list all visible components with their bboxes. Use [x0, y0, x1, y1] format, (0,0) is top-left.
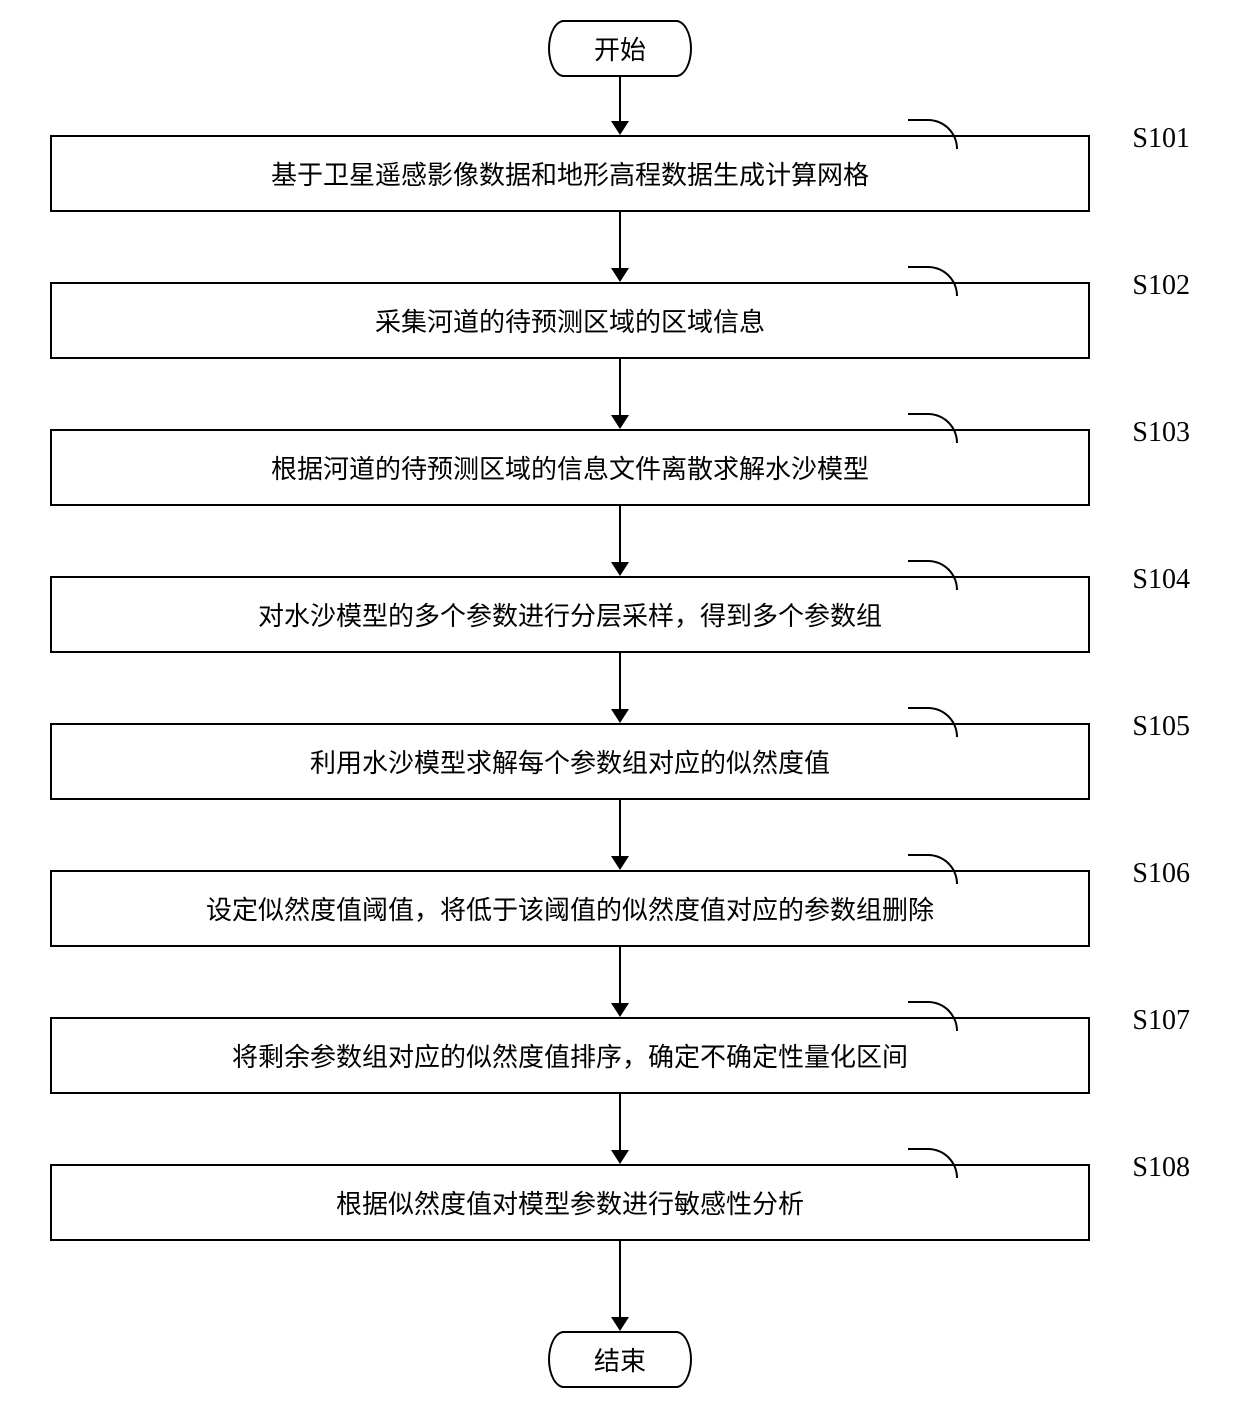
arrow-head	[611, 1317, 629, 1331]
step-label-s108: S108	[1132, 1152, 1190, 1184]
arrow-1	[611, 212, 629, 282]
step-label-s107: S107	[1132, 1005, 1190, 1037]
process-box-s107: 将剩余参数组对应的似然度值排序，确定不确定性量化区间	[50, 1017, 1090, 1094]
arrow-head	[611, 709, 629, 723]
arrow-2	[611, 359, 629, 429]
step-label-s104: S104	[1132, 564, 1190, 596]
arrow-start	[611, 77, 629, 135]
arrow-line	[619, 359, 621, 415]
process-box-s103: 根据河道的待预测区域的信息文件离散求解水沙模型	[50, 429, 1090, 506]
start-terminator: 开始	[562, 20, 678, 77]
process-row-5: 利用水沙模型求解每个参数组对应的似然度值 S105	[20, 723, 1220, 800]
process-text: 基于卫星遥感影像数据和地形高程数据生成计算网格	[271, 161, 869, 190]
process-row-2: 采集河道的待预测区域的区域信息 S102	[20, 282, 1220, 359]
process-box-s108: 根据似然度值对模型参数进行敏感性分析	[50, 1164, 1090, 1241]
flowchart-container: 开始 基于卫星遥感影像数据和地形高程数据生成计算网格 S101 采集河道的待预测…	[20, 20, 1220, 1388]
step-label-s102: S102	[1132, 270, 1190, 302]
process-text: 设定似然度值阈值，将低于该阈值的似然度值对应的参数组删除	[206, 896, 934, 925]
arrow-line	[619, 1094, 621, 1150]
arrow-head	[611, 268, 629, 282]
arrow-6	[611, 947, 629, 1017]
process-text: 采集河道的待预测区域的区域信息	[375, 308, 765, 337]
process-box-s106: 设定似然度值阈值，将低于该阈值的似然度值对应的参数组删除	[50, 870, 1090, 947]
process-row-7: 将剩余参数组对应的似然度值排序，确定不确定性量化区间 S107	[20, 1017, 1220, 1094]
step-label-s101: S101	[1132, 123, 1190, 155]
arrow-line	[619, 800, 621, 856]
arrow-head	[611, 856, 629, 870]
arrow-head	[611, 562, 629, 576]
arrow-head	[611, 121, 629, 135]
process-row-3: 根据河道的待预测区域的信息文件离散求解水沙模型 S103	[20, 429, 1220, 506]
arrow-3	[611, 506, 629, 576]
process-box-s104: 对水沙模型的多个参数进行分层采样，得到多个参数组	[50, 576, 1090, 653]
connector	[908, 264, 968, 304]
process-box-s101: 基于卫星遥感影像数据和地形高程数据生成计算网格	[50, 135, 1090, 212]
connector	[908, 1146, 968, 1186]
arrow-5	[611, 800, 629, 870]
end-terminator: 结束	[562, 1331, 678, 1388]
arrow-line	[619, 653, 621, 709]
arrow-head	[611, 1003, 629, 1017]
step-label-s105: S105	[1132, 711, 1190, 743]
arrow-line	[619, 1241, 621, 1317]
connector	[908, 117, 968, 157]
end-label: 结束	[594, 1347, 646, 1376]
process-row-8: 根据似然度值对模型参数进行敏感性分析 S108	[20, 1164, 1220, 1241]
connector	[908, 558, 968, 598]
connector	[908, 705, 968, 745]
arrow-head	[611, 415, 629, 429]
arrow-7	[611, 1094, 629, 1164]
arrow-line	[619, 947, 621, 1003]
process-box-s105: 利用水沙模型求解每个参数组对应的似然度值	[50, 723, 1090, 800]
step-label-s103: S103	[1132, 417, 1190, 449]
process-row-4: 对水沙模型的多个参数进行分层采样，得到多个参数组 S104	[20, 576, 1220, 653]
arrow-line	[619, 77, 621, 121]
process-row-6: 设定似然度值阈值，将低于该阈值的似然度值对应的参数组删除 S106	[20, 870, 1220, 947]
arrow-line	[619, 506, 621, 562]
process-text: 根据河道的待预测区域的信息文件离散求解水沙模型	[271, 455, 869, 484]
connector	[908, 852, 968, 892]
process-text: 对水沙模型的多个参数进行分层采样，得到多个参数组	[258, 602, 882, 631]
arrow-line	[619, 212, 621, 268]
arrow-head	[611, 1150, 629, 1164]
process-box-s102: 采集河道的待预测区域的区域信息	[50, 282, 1090, 359]
process-text: 利用水沙模型求解每个参数组对应的似然度值	[310, 749, 830, 778]
step-label-s106: S106	[1132, 858, 1190, 890]
start-label: 开始	[594, 36, 646, 65]
process-text: 根据似然度值对模型参数进行敏感性分析	[336, 1190, 804, 1219]
connector	[908, 999, 968, 1039]
arrow-4	[611, 653, 629, 723]
process-row-1: 基于卫星遥感影像数据和地形高程数据生成计算网格 S101	[20, 135, 1220, 212]
arrow-end	[611, 1241, 629, 1331]
process-text: 将剩余参数组对应的似然度值排序，确定不确定性量化区间	[232, 1043, 908, 1072]
connector	[908, 411, 968, 451]
